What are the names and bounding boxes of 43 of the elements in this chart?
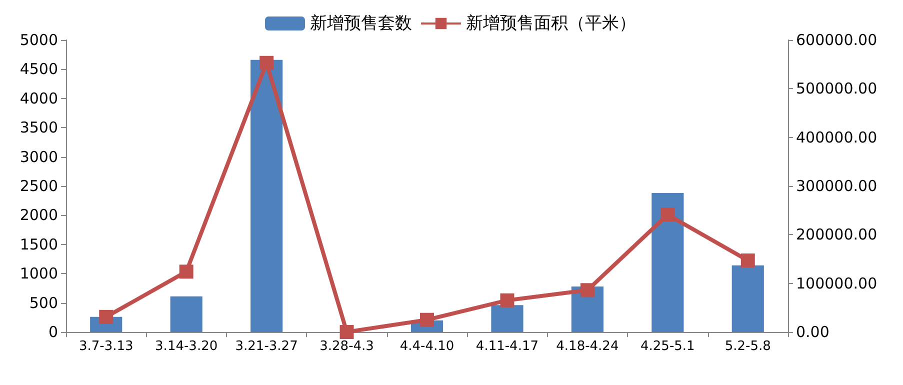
y2-tick-label: 0.00: [796, 323, 830, 341]
y-tick-label: 3000: [20, 148, 58, 166]
y-tick-label: 5000: [20, 31, 58, 49]
y2-tick-label: 100000.00: [796, 274, 878, 292]
point: [420, 312, 434, 327]
y2-tick-label: 500000.00: [796, 80, 878, 98]
y-tick-label: 2500: [20, 177, 58, 195]
y-tick-label: 1500: [20, 235, 58, 254]
y-tick-label: 500: [29, 294, 58, 312]
y2-tick-label: 600000.00: [796, 31, 878, 49]
point: [500, 293, 514, 308]
bar: [170, 296, 202, 332]
legend-label: 新增预售套数: [310, 14, 412, 34]
point: [340, 325, 354, 339]
y-tick-label: 3500: [20, 118, 58, 137]
x-tick-label: 4.4-4.10: [400, 339, 454, 354]
y2-tick-label: 200000.00: [796, 226, 878, 244]
point: [740, 253, 755, 268]
y-tick-label: 1000: [20, 264, 58, 283]
x-tick-label: 5.2-5.8: [724, 339, 771, 354]
point: [260, 56, 274, 70]
bar: [652, 193, 684, 332]
legend-label: 新增预售面积（平米）: [466, 14, 636, 34]
bar: [491, 305, 524, 332]
x-tick-label: 3.7-3.13: [78, 339, 134, 354]
x-tick-label: 3.14-3.20: [155, 339, 218, 354]
y-tick-label: 4000: [20, 89, 58, 108]
y-tick-label: 4500: [20, 60, 58, 78]
point: [179, 264, 194, 279]
point: [660, 208, 675, 222]
point: [99, 310, 114, 324]
x-tick-label: 4.25-5.1: [640, 339, 695, 354]
y2-tick-label: 300000.00: [796, 177, 878, 195]
x-tick-label: 3.21-3.27: [235, 339, 298, 354]
y-tick-label: 0: [48, 323, 58, 341]
x-tick-label: 3.28-4.3: [320, 339, 374, 354]
bar: [250, 60, 283, 332]
y2-tick-label: 400000.00: [796, 128, 878, 146]
x-tick-label: 4.11-4.17: [476, 339, 539, 354]
point: [580, 283, 594, 298]
bar: [732, 265, 764, 332]
y-tick-label: 2000: [20, 206, 58, 224]
x-tick-label: 4.18-4.24: [556, 339, 619, 354]
